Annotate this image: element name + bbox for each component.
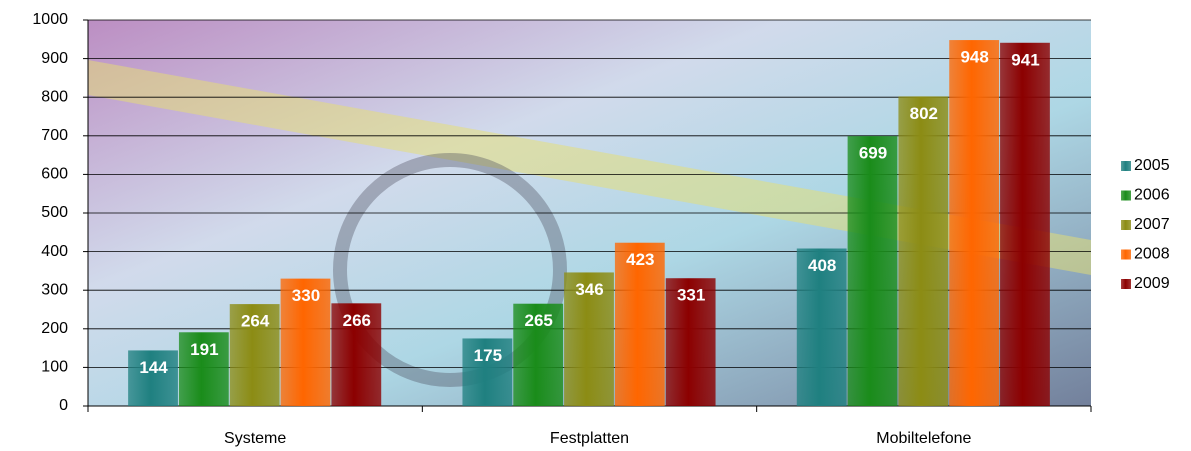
value-label: 266 — [343, 311, 371, 330]
bar — [331, 303, 382, 406]
background-magnifier — [333, 153, 567, 387]
y-tick-label: 700 — [41, 127, 68, 144]
value-label: 175 — [474, 346, 502, 365]
bar — [796, 248, 847, 406]
y-tick-label: 200 — [41, 320, 68, 337]
value-label: 346 — [575, 280, 603, 299]
value-label: 265 — [524, 311, 552, 330]
y-tick-label: 500 — [41, 204, 68, 221]
value-label: 941 — [1011, 50, 1039, 69]
bar — [513, 303, 564, 406]
x-tick-label: Systeme — [224, 430, 286, 447]
legend-label: 2006 — [1134, 187, 1170, 204]
legend-swatch — [1121, 249, 1131, 260]
value-label: 699 — [859, 144, 887, 163]
bar — [564, 272, 614, 406]
bar — [898, 96, 949, 406]
x-tick-label: Festplatten — [550, 430, 629, 447]
bar — [128, 350, 178, 406]
legend-label: 2005 — [1134, 157, 1170, 174]
bar — [462, 338, 513, 406]
value-label: 408 — [808, 256, 836, 275]
y-tick-label: 600 — [41, 166, 68, 183]
y-tick-label: 300 — [41, 281, 68, 298]
legend-swatch — [1121, 279, 1131, 289]
legend-swatch — [1121, 190, 1131, 201]
legend-swatch — [1121, 161, 1131, 171]
y-tick-label: 1000 — [32, 11, 68, 28]
y-tick-label: 800 — [41, 88, 68, 105]
bar — [665, 278, 716, 406]
bar — [178, 332, 229, 406]
x-tick-label: Mobiltelefone — [876, 430, 971, 447]
bar — [949, 40, 1000, 407]
y-tick-label: 900 — [41, 50, 68, 67]
value-label: 331 — [677, 286, 705, 305]
bar — [1000, 42, 1050, 407]
legend-label: 2008 — [1134, 246, 1170, 263]
y-tick-label: 0 — [59, 397, 68, 414]
y-tick-label: 100 — [41, 359, 68, 376]
legend-label: 2007 — [1134, 216, 1170, 233]
legend-label: 2009 — [1134, 275, 1170, 292]
value-label: 423 — [626, 250, 654, 269]
value-label: 144 — [139, 358, 168, 377]
bar — [847, 136, 898, 406]
y-tick-label: 400 — [41, 243, 68, 260]
value-label: 330 — [292, 286, 320, 305]
bar — [229, 304, 280, 406]
bar — [614, 242, 665, 406]
value-label: 948 — [960, 48, 988, 67]
value-label: 264 — [241, 312, 270, 331]
bar — [280, 278, 331, 406]
value-label: 802 — [910, 104, 938, 123]
value-label: 191 — [190, 340, 218, 359]
background-tape — [88, 60, 1091, 275]
legend-swatch — [1121, 220, 1131, 230]
